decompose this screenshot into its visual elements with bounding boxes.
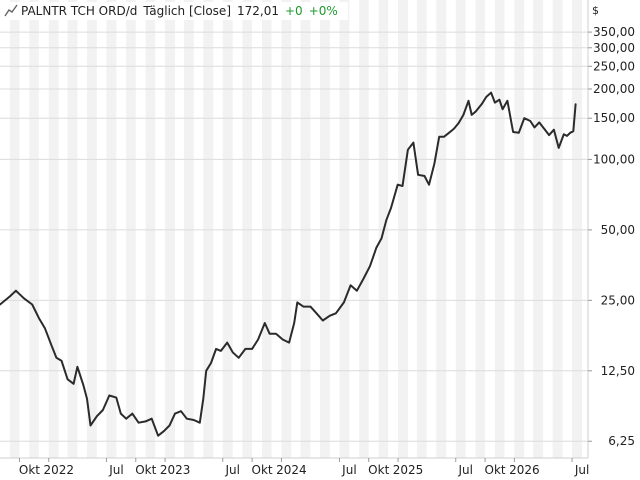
y-axis-ticks: 350,00 300,00 250,00 200,00 150,00 100,00 50,0… (588, 25, 635, 448)
x-tick-label: 2023 (160, 463, 191, 477)
y-tick-label: 25,00 (601, 293, 635, 307)
month-band (9, 0, 20, 458)
month-band (183, 0, 194, 458)
x-tick-label: Jul (108, 463, 123, 477)
month-band (145, 0, 156, 458)
month-band (475, 0, 486, 458)
x-tick-label: Okt (135, 463, 156, 477)
y-tick-label: 6,25 (608, 434, 635, 448)
month-band (359, 0, 369, 458)
month-band (416, 0, 427, 458)
month-band (106, 0, 117, 458)
last-price: 172,01 (237, 4, 279, 18)
x-tick-label: 2025 (393, 463, 424, 477)
month-band (165, 0, 175, 458)
x-tick-label: 2026 (509, 463, 540, 477)
month-band (339, 0, 350, 458)
x-tick-label: 2022 (43, 463, 74, 477)
month-band (67, 0, 78, 458)
y-tick-label: 300,00 (593, 41, 635, 55)
x-tick-label: Jul (457, 463, 472, 477)
month-band (455, 0, 466, 458)
change-percent: +0% (308, 4, 338, 18)
month-band (242, 0, 253, 458)
month-band (261, 0, 272, 458)
y-tick-label: 350,00 (593, 25, 635, 39)
month-band (87, 0, 97, 458)
x-tick-label: Okt (485, 463, 506, 477)
x-tick-label: 2024 (276, 463, 307, 477)
month-band (222, 0, 233, 458)
symbol-label: PALNTR TCH ORD/d (21, 4, 138, 18)
month-band (126, 0, 136, 458)
change-value: +0 (285, 4, 303, 18)
month-band (436, 0, 447, 458)
month-band (48, 0, 59, 458)
month-band (29, 0, 39, 458)
y-tick-label: 150,00 (593, 111, 635, 125)
month-band (398, 0, 408, 458)
currency-symbol: $ (592, 4, 599, 17)
horizontal-gridlines (0, 31, 588, 442)
month-band (281, 0, 292, 458)
month-band (494, 0, 505, 458)
y-tick-label: 50,00 (601, 223, 635, 237)
month-band (514, 0, 525, 458)
price-series-line (0, 91, 577, 437)
x-tick-label: Jul (225, 463, 240, 477)
y-tick-label: 100,00 (593, 152, 635, 166)
month-band (203, 0, 214, 458)
chart-header: PALNTR TCH ORD/d Täglich [Close] 172,01 … (2, 2, 348, 20)
alternating-month-bands (9, 0, 582, 458)
month-band (552, 0, 563, 458)
y-tick-label: 12,50 (601, 364, 635, 378)
x-tick-label: Okt (368, 463, 389, 477)
month-band (319, 0, 330, 458)
x-tick-label: Jul (574, 463, 589, 477)
line-chart-icon (4, 4, 18, 17)
y-tick-label: 200,00 (593, 82, 635, 96)
x-axis-ticks: Okt 2022 Jul Okt 2023 Jul Okt 2024 Jul Okt 2025 Jul… (19, 458, 589, 477)
y-tick-label: 250,00 (593, 59, 635, 73)
month-band (572, 0, 582, 458)
interval-label: Täglich [Close] (143, 4, 231, 18)
month-band (300, 0, 311, 458)
month-band (533, 0, 544, 458)
x-tick-label: Jul (341, 463, 356, 477)
x-tick-label: Okt (19, 463, 40, 477)
x-tick-label: Okt (252, 463, 273, 477)
